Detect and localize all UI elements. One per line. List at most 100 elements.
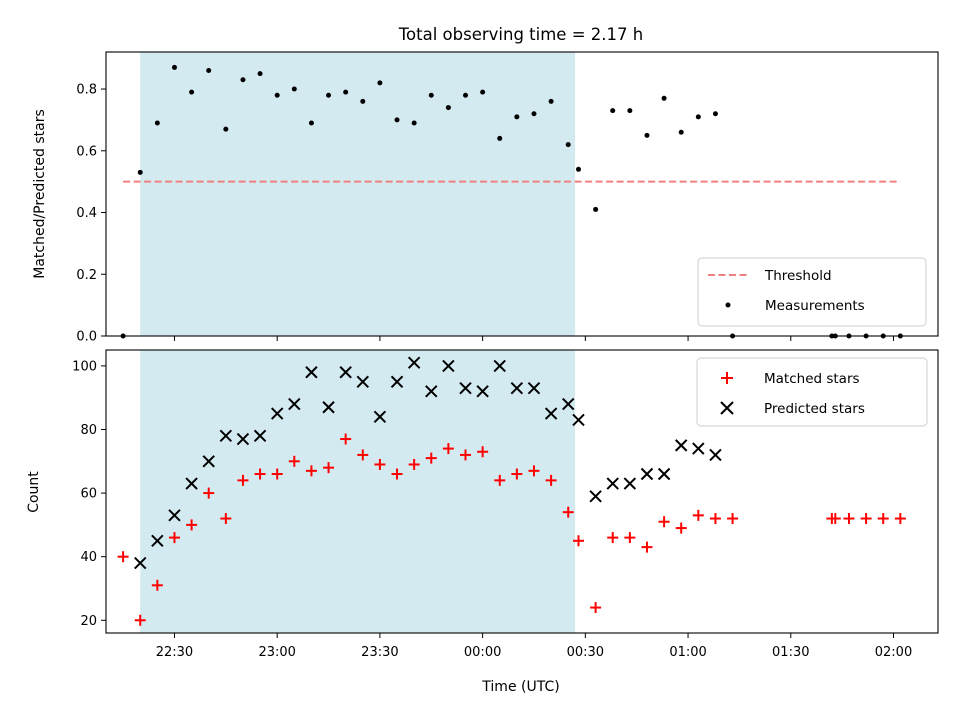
matched-star-point <box>545 474 557 486</box>
legend: Threshold Measurements <box>697 257 927 327</box>
predicted-star-point <box>510 381 524 395</box>
measurement-point <box>627 108 633 114</box>
measurement-point <box>610 108 616 114</box>
matched-star-point <box>151 579 163 591</box>
measurement-point <box>154 120 160 126</box>
predicted-star-point <box>202 455 215 468</box>
predicted-star-point <box>253 429 267 443</box>
predicted-star-point <box>305 366 318 379</box>
x-tick-label: 22:30 <box>156 645 193 660</box>
x-tick-label: 02:00 <box>875 645 912 660</box>
measurement-point <box>377 80 383 86</box>
matched-star-point <box>727 513 739 525</box>
predicted-star-point <box>219 429 233 443</box>
plot-frame <box>105 51 939 337</box>
measurement-point <box>206 68 212 74</box>
observing-span <box>140 350 576 633</box>
measurement-point <box>137 169 143 175</box>
legend-predicted-swatch <box>720 401 734 415</box>
measurement-point <box>291 86 297 92</box>
measurement-point <box>480 89 486 95</box>
y-tick-label: 20 <box>80 614 97 629</box>
legend: Matched stars Predicted stars <box>696 357 928 427</box>
matched-star-point <box>237 474 249 486</box>
predicted-stars-points <box>134 356 722 570</box>
matched-star-point <box>134 614 146 626</box>
predicted-star-point <box>476 385 489 398</box>
matched-star-point <box>168 532 180 544</box>
predicted-star-point <box>606 477 619 490</box>
legend-threshold-label: Threshold <box>764 268 832 284</box>
matched-star-point <box>271 468 283 480</box>
matched-star-point <box>220 513 232 525</box>
matched-star-point <box>288 455 300 467</box>
measurement-point <box>360 98 366 104</box>
matched-star-point <box>323 462 335 474</box>
y-axis-label: Count <box>26 471 42 513</box>
measurement-point <box>308 120 314 126</box>
measurement-point <box>514 114 520 120</box>
count-panel: 20 40 60 80 100 22:30 23:00 23:30 00:00 00:30 01:… <box>26 349 939 695</box>
measurement-point <box>343 89 349 95</box>
matched-star-point <box>894 513 906 525</box>
predicted-star-point <box>373 410 387 423</box>
matched-star-point <box>709 513 721 525</box>
y-tick-label: 100 <box>72 359 97 374</box>
predicted-star-point <box>356 375 369 389</box>
measurement-point <box>411 120 417 126</box>
legend-matched-swatch <box>721 372 733 384</box>
matched-star-point <box>460 449 472 461</box>
matched-star-point <box>186 519 198 531</box>
predicted-star-point <box>425 385 438 398</box>
matched-star-point <box>829 513 841 525</box>
matched-star-point <box>442 443 454 455</box>
matched-star-point <box>477 446 489 458</box>
y-axis-ticks: 20 40 60 80 100 <box>72 359 106 629</box>
predicted-star-point <box>544 407 558 420</box>
predicted-star-point <box>185 477 198 490</box>
x-tick-label: 23:30 <box>361 645 398 660</box>
predicted-star-point <box>493 359 506 373</box>
ratio-panel: 0.00.20.40.60.8 Matched/Predicted stars … <box>32 51 939 345</box>
measurement-point <box>695 114 701 120</box>
legend-measurement-swatch <box>725 302 731 308</box>
y-tick-label: 0.8 <box>76 83 97 98</box>
matched-star-point <box>562 506 574 518</box>
predicted-star-point <box>442 359 455 373</box>
measurement-point <box>326 92 332 98</box>
predicted-star-point <box>623 477 637 490</box>
matched-star-point <box>494 474 506 486</box>
plot-frame <box>105 349 939 634</box>
x-tick-label: 01:00 <box>669 645 706 660</box>
matched-star-point <box>511 468 523 480</box>
measurement-point <box>593 206 599 212</box>
matched-star-point <box>860 513 872 525</box>
predicted-star-point <box>134 556 147 570</box>
predicted-star-point <box>151 534 164 547</box>
predicted-star-point <box>390 375 404 389</box>
matched-star-point <box>391 468 403 480</box>
predicted-star-point <box>459 381 472 395</box>
matched-star-point <box>357 449 369 461</box>
y-tick-label: 40 <box>80 550 97 565</box>
measurement-point <box>531 111 537 117</box>
matched-star-point <box>641 541 653 553</box>
predicted-star-point <box>236 432 250 446</box>
x-axis-ticks: 22:30 23:00 23:30 00:00 00:30 01:00 01:30 02:00 <box>156 633 912 660</box>
measurement-point <box>428 92 434 98</box>
measurement-point <box>678 129 684 135</box>
predicted-star-point <box>322 401 335 414</box>
measurement-point <box>463 92 469 98</box>
y-axis-label: Matched/Predicted stars <box>32 109 48 279</box>
matched-star-point <box>607 532 619 544</box>
matched-star-point <box>658 516 670 528</box>
predicted-star-point <box>692 442 705 455</box>
y-tick-label: 0.2 <box>76 268 97 283</box>
x-axis-ticks <box>173 336 894 341</box>
measurement-point <box>240 77 246 83</box>
measurement-point <box>644 132 650 138</box>
measurement-point <box>189 89 195 95</box>
matched-star-point <box>374 458 386 470</box>
measurement-point <box>171 64 177 70</box>
